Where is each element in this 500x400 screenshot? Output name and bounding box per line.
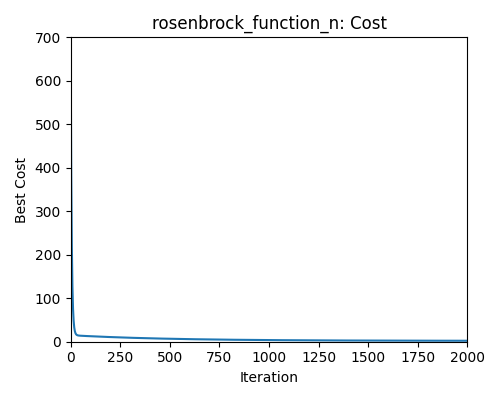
Title: rosenbrock_function_n: Cost: rosenbrock_function_n: Cost (152, 15, 386, 33)
Y-axis label: Best Cost: Best Cost (15, 156, 29, 222)
X-axis label: Iteration: Iteration (240, 371, 298, 385)
